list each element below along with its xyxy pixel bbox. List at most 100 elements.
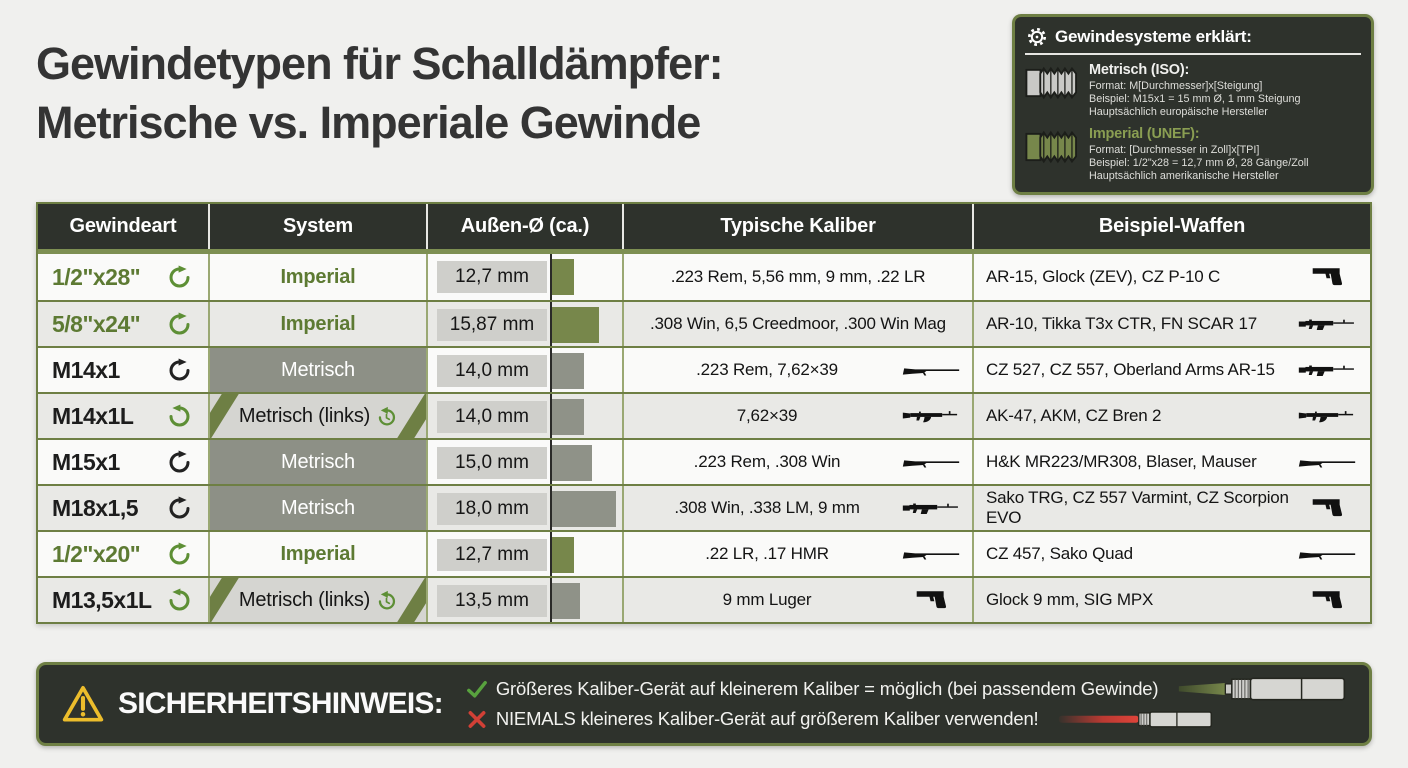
calibers-text: .308 Win, 6,5 Creedmoor, .300 Win Mag xyxy=(650,314,946,333)
diameter-bar xyxy=(552,537,574,573)
battle-rifle-icon xyxy=(1298,314,1356,334)
calibers-text: 9 mm Luger xyxy=(722,590,812,609)
legend-imperial-note: Hauptsächlich amerikanische Hersteller xyxy=(1089,170,1279,183)
system-cell: Metrisch xyxy=(210,486,428,530)
diameter-cell: 18,0 mm xyxy=(428,486,624,530)
column-header-system: System xyxy=(210,204,428,249)
system-cell: Metrisch (links) xyxy=(210,394,428,438)
thread-cell: M15x1 xyxy=(38,440,210,484)
page-title: Gewindetypen für Schalldämpfer: Metrisch… xyxy=(36,34,724,153)
thread-label: M14x1L xyxy=(52,402,134,429)
safety-notice-banner: SICHERHEITSHINWEIS: Größeres Kaliber-Ger… xyxy=(36,662,1372,746)
diameter-bar xyxy=(552,491,616,527)
pistol-icon xyxy=(1298,590,1356,610)
system-cell: Metrisch xyxy=(210,440,428,484)
pistol-icon xyxy=(902,590,960,610)
diameter-bar xyxy=(552,583,580,619)
system-label: Imperial xyxy=(280,312,356,335)
diameter-cell: 15,87 mm xyxy=(428,302,624,346)
diameter-baseline xyxy=(550,486,552,530)
diameter-cell: 12,7 mm xyxy=(428,532,624,576)
diameter-value: 12,7 mm xyxy=(437,261,547,293)
table-row: M14x1L Metrisch (links) 14,0 mm 7,62×39 … xyxy=(38,392,1370,438)
ak-rifle-icon xyxy=(902,406,960,426)
diameter-cell: 14,0 mm xyxy=(428,394,624,438)
weapons-text: AR-15, Glock (ZEV), CZ P-10 C xyxy=(986,267,1221,286)
legend-metric-note: Hauptsächlich europäische Hersteller xyxy=(1089,106,1268,119)
thread-systems-panel-title: Gewindesysteme erklärt: xyxy=(1055,27,1252,46)
system-label: Imperial xyxy=(280,265,356,288)
thread-cell: M14x1L xyxy=(38,394,210,438)
weapons-cell: CZ 457, Sako Quad xyxy=(974,532,1370,576)
battle-rifle-icon xyxy=(902,498,960,518)
bolt-rifle-icon xyxy=(1298,452,1356,472)
thread-label: M15x1 xyxy=(52,448,120,475)
system-label: Imperial xyxy=(280,542,356,565)
left-hand-thread-icon xyxy=(376,406,397,427)
system-label: Metrisch xyxy=(281,496,355,519)
weapons-cell: Glock 9 mm, SIG MPX xyxy=(974,578,1370,622)
system-label: Metrisch (links) xyxy=(238,404,371,427)
thread-systems-panel: Gewindesysteme erklärt: Metrisch (ISO): … xyxy=(1012,14,1374,196)
table-row: 1/2"x28" Imperial 12,7 mm .223 Rem, 5,56… xyxy=(38,254,1370,300)
check-icon xyxy=(467,680,487,699)
rotate-clockwise-icon xyxy=(167,542,192,567)
legend-section-imperial: Imperial (UNEF): Format: [Durchmesser in… xyxy=(1025,126,1361,183)
system-label: Metrisch xyxy=(281,358,355,381)
bolt-rifle-icon xyxy=(902,360,960,380)
weapons-cell: H&K MR223/MR308, Blaser, Mauser xyxy=(974,440,1370,484)
calibers-text: .223 Rem, 7,62×39 xyxy=(696,360,838,379)
calibers-text: .22 LR, .17 HMR xyxy=(705,544,829,563)
table-row: M14x1 Metrisch 14,0 mm .223 Rem, 7,62×39… xyxy=(38,346,1370,392)
table-row: M13,5x1L Metrisch (links) 13,5 mm 9 mm L… xyxy=(38,576,1370,622)
diameter-cell: 15,0 mm xyxy=(428,440,624,484)
table-header-row: Gewindeart System Außen-Ø (ca.) Typische… xyxy=(38,204,1370,249)
safety-rule-allowed-text: Größeres Kaliber-Gerät auf kleinerem Kal… xyxy=(495,678,1159,699)
page-title-line2: Metrische vs. Imperiale Gewinde xyxy=(36,97,701,149)
diameter-bar xyxy=(552,399,584,435)
thread-cell: M18x1,5 xyxy=(38,486,210,530)
rotate-clockwise-icon xyxy=(167,265,192,290)
weapons-text: CZ 457, Sako Quad xyxy=(986,544,1133,563)
calibers-cell: 7,62×39 xyxy=(624,394,974,438)
diameter-bar xyxy=(552,353,584,389)
legend-imperial-example: Beispiel: 1/2"x28 = 12,7 mm Ø, 28 Gänge/… xyxy=(1089,157,1309,170)
thread-cell: 1/2"x20" xyxy=(38,532,210,576)
diameter-value: 12,7 mm xyxy=(437,539,547,571)
weapons-cell: CZ 527, CZ 557, Oberland Arms AR-15 xyxy=(974,348,1370,392)
battle-rifle-icon xyxy=(1298,360,1356,380)
legend-imperial-heading: Imperial (UNEF): xyxy=(1089,126,1200,143)
cross-icon xyxy=(467,710,487,729)
diameter-bar xyxy=(552,445,592,481)
header-accent-strip xyxy=(38,249,1370,254)
diameter-baseline xyxy=(550,348,552,392)
legend-imperial-format: Format: [Durchmesser in Zoll]x[TPI] xyxy=(1089,143,1260,156)
column-header-beispiel-waffen: Beispiel-Waffen xyxy=(1098,215,1246,237)
system-cell: Metrisch (links) xyxy=(210,578,428,622)
column-header-typische-kaliber: Typische Kaliber xyxy=(624,204,974,249)
table-body: 1/2"x28" Imperial 12,7 mm .223 Rem, 5,56… xyxy=(38,254,1370,622)
table-row: 1/2"x20" Imperial 12,7 mm .22 LR, .17 HM… xyxy=(38,530,1370,576)
weapons-cell: Sako TRG, CZ 557 Varmint, CZ Scorpion EV… xyxy=(974,486,1370,530)
calibers-cell: .22 LR, .17 HMR xyxy=(624,532,974,576)
diameter-cell: 13,5 mm xyxy=(428,578,624,622)
column-header-gewindeart: Gewindeart xyxy=(38,204,210,249)
thread-comparison-table: Gewindeart System Außen-Ø (ca.) Typische… xyxy=(36,202,1372,624)
bolt-rifle-icon xyxy=(1298,544,1356,564)
diameter-value: 14,0 mm xyxy=(437,355,547,387)
weapons-text: H&K MR223/MR308, Blaser, Mauser xyxy=(986,452,1257,471)
weapons-text: CZ 527, CZ 557, Oberland Arms AR-15 xyxy=(986,360,1275,379)
rotate-counterclockwise-icon xyxy=(167,588,192,613)
gear-icon xyxy=(1027,27,1047,47)
table-row: M18x1,5 Metrisch 18,0 mm .308 Win, .338 … xyxy=(38,484,1370,530)
diameter-value: 18,0 mm xyxy=(437,493,547,525)
legend-metric-format: Format: M[Durchmesser]x[Steigung] xyxy=(1089,79,1263,92)
system-cell: Imperial xyxy=(210,302,428,346)
diameter-value: 13,5 mm xyxy=(437,585,547,617)
system-label: Metrisch (links) xyxy=(238,588,371,611)
calibers-cell: .308 Win, 6,5 Creedmoor, .300 Win Mag xyxy=(624,302,974,346)
calibers-cell: .223 Rem, 5,56 mm, 9 mm, .22 LR xyxy=(624,254,974,300)
bolt-rifle-icon xyxy=(902,544,960,564)
system-cell: Metrisch xyxy=(210,348,428,392)
